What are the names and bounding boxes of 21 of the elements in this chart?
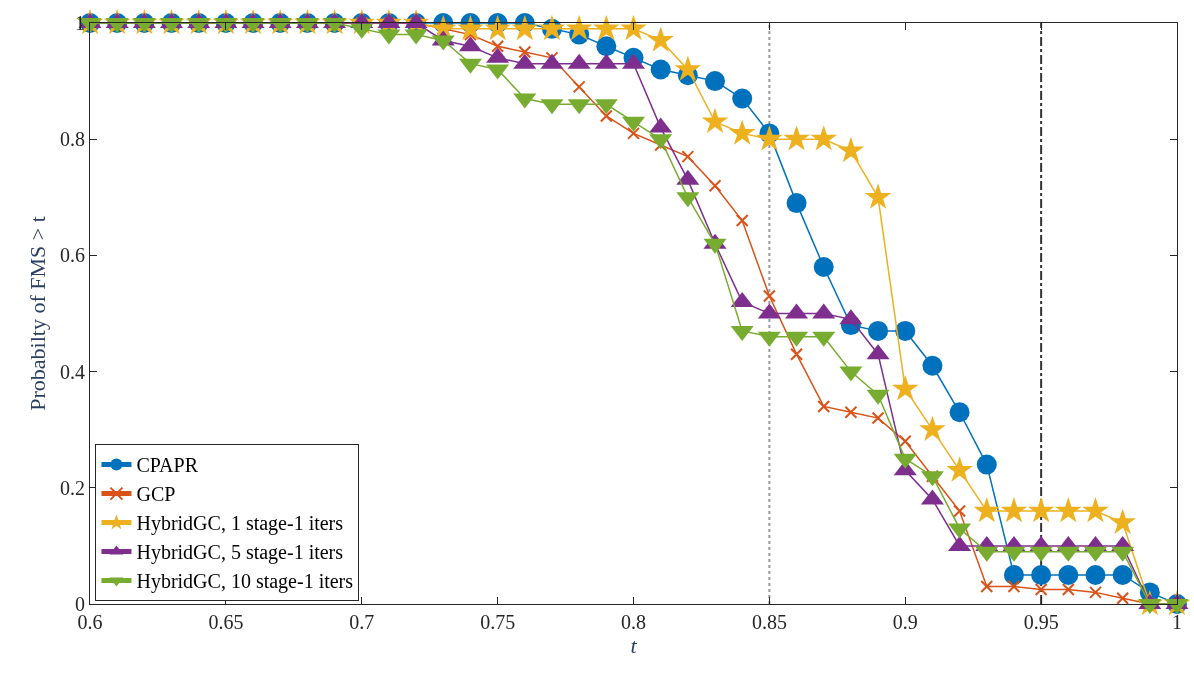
y-tick-label: 0.4 [60,360,85,383]
y-tick-label: 1 [75,12,85,34]
x-tick-label: 0.9 [892,611,918,633]
legend-label: HybridGC, 5 stage-1 iters [136,541,344,565]
y-tick-label: 0.2 [60,476,85,499]
legend-label: GCP [136,483,176,506]
legend-label: HybridGC, 1 stage-1 iters [136,512,344,536]
y-tick-label: 0.8 [60,128,85,151]
legend-label: HybridGC, 10 stage-1 iters [136,570,354,594]
x-axis-title: t [630,633,638,658]
x-tick-label: 0.85 [751,611,787,633]
x-tick-label: 0.95 [1023,611,1059,633]
x-tick-label: 1 [1172,611,1182,633]
y-axis-title: Probabilty of FMS > t [24,216,50,411]
y-tick-label: 0 [75,593,85,615]
x-tick-label: 0.7 [349,611,375,633]
y-tick-label: 0.6 [60,244,85,267]
x-tick-label: 0.75 [480,611,516,633]
x-tick-label: 0.65 [208,611,244,633]
legend-label: CPAPR [136,454,199,477]
x-tick-label: 0.8 [621,611,646,633]
